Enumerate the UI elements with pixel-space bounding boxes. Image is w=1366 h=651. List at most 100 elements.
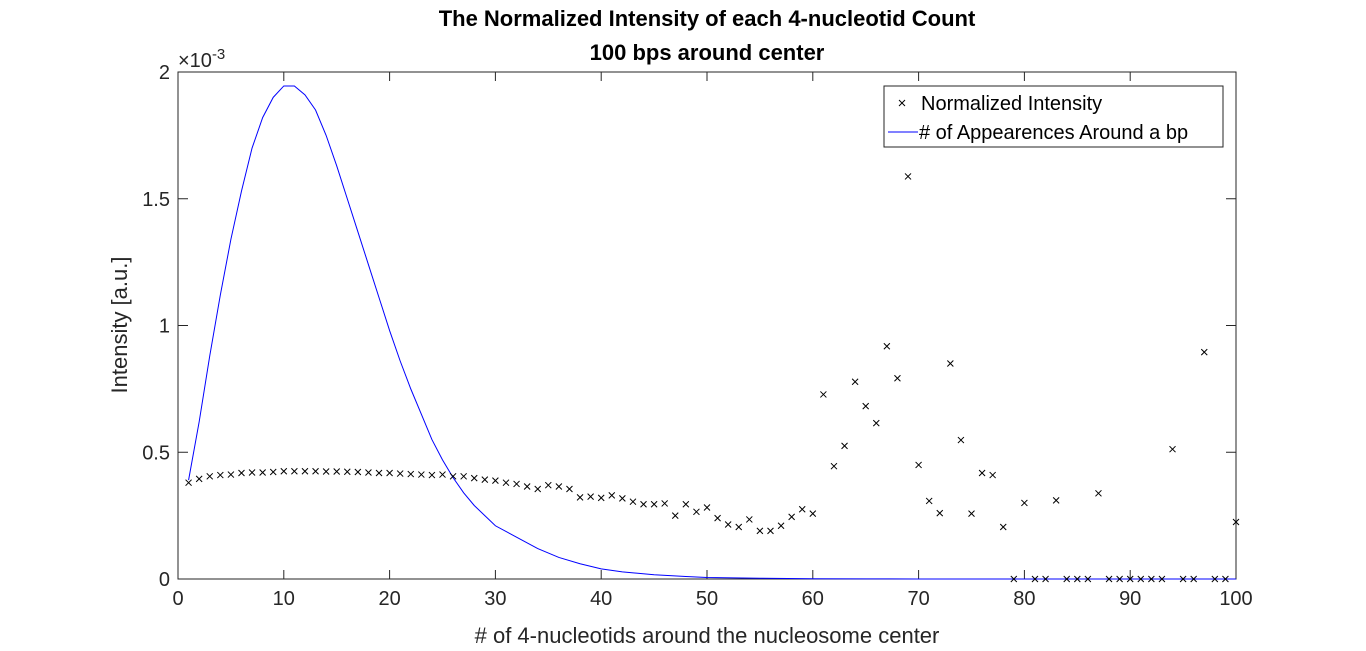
intensity-point [322,468,330,475]
intensity-point [417,471,425,478]
intensity-point [1190,575,1198,583]
intensity-point [1116,575,1123,583]
y-axis-label: Intensity [a.u.] [107,257,132,394]
intensity-point [830,462,838,470]
intensity-point [1052,497,1060,504]
x-tick-label: 90 [1119,588,1141,610]
intensity-point [1169,445,1176,453]
legend: Normalized Intensity # of Appearences Ar… [883,85,1224,148]
intensity-point [576,494,584,501]
intensity-point [301,467,309,475]
x-tick-label: 0 [172,588,183,610]
legend-marker-x [898,99,906,107]
series-appearances-line [188,85,1236,580]
intensity-point [1200,348,1208,356]
intensity-point [968,510,975,517]
intensity-point [555,483,563,490]
y-exponent-base: ×10 [178,50,212,72]
intensity-point [756,527,764,535]
intensity-point [291,467,298,475]
intensity-point [449,472,457,480]
intensity-point [407,470,415,478]
intensity-point [354,468,362,476]
y-tick-label: 2 [159,62,170,84]
intensity-point [216,471,224,479]
y-tick-label: 0.5 [142,442,170,464]
intensity-point [1232,518,1240,526]
chart-title-line-1: The Normalized Intensity of each 4-nucle… [439,6,976,31]
intensity-point [333,468,341,475]
intensity-point [640,500,647,508]
intensity-point [206,472,214,480]
intensity-point [544,481,552,489]
intensity-point [999,523,1007,531]
y-exponent-label: ×10-3 [178,46,225,72]
intensity-point [566,485,573,493]
intensity-point [587,493,594,500]
intensity-point [936,509,944,517]
intensity-point [597,494,605,502]
x-tick-label: 20 [378,588,400,610]
y-tick-label: 0 [159,569,170,591]
intensity-point [259,469,266,476]
intensity-point [820,391,827,398]
intensity-point [1021,499,1028,507]
x-tick-label: 50 [696,588,718,610]
intensity-point [661,500,669,507]
intensity-point [523,483,531,490]
intensity-point [375,469,383,477]
intensity-point [946,360,954,367]
intensity-point [195,475,203,483]
legend-label-normalized-intensity: Normalized Intensity [921,93,1102,115]
intensity-point [343,468,351,476]
intensity-point [502,479,510,487]
intensity-point [851,378,859,386]
intensity-point [619,495,626,502]
x-axis-ticks: 0 10 20 30 40 50 60 70 80 90 100 [172,72,1253,610]
intensity-point [872,419,880,427]
intensity-point [682,500,690,508]
chart-title-line-2: 100 bps around center [590,40,825,65]
x-tick-label: 80 [1013,588,1035,610]
intensity-point [1042,575,1049,583]
intensity-point [809,510,817,517]
intensity-point [185,479,192,487]
x-tick-label: 60 [802,588,824,610]
intensity-point [1010,575,1018,583]
intensity-point [1063,575,1071,583]
legend-label-appearances: # of Appearences Around a bp [919,122,1188,144]
intensity-point [1222,575,1229,583]
intensity-point [1105,575,1113,583]
plot-area [177,71,1237,580]
intensity-point [312,467,319,475]
intensity-point [788,513,795,521]
y-exponent-power: -3 [212,46,225,63]
intensity-point [492,477,499,484]
intensity-point [894,374,901,382]
intensity-point [883,342,891,350]
x-tick-label: 100 [1219,588,1252,610]
intensity-point [428,471,436,479]
intensity-point [745,516,753,523]
intensity-point [989,471,997,479]
intensity-point [248,469,256,476]
intensity-point [957,436,965,444]
x-axis-label: # of 4-nucleotids around the nucleosome … [475,623,940,648]
intensity-point [534,485,542,493]
intensity-point [1073,575,1081,583]
intensity-point [915,461,922,469]
intensity-point [862,402,870,410]
intensity-point [1179,575,1187,583]
intensity-point [1211,575,1219,583]
y-tick-label: 1.5 [142,189,170,211]
x-tick-label: 70 [907,588,929,610]
intensity-point [925,497,933,505]
x-tick-label: 40 [590,588,612,610]
x-tick-label: 30 [484,588,506,610]
intensity-point [671,512,679,519]
intensity-point [396,470,404,477]
intensity-point [439,471,446,478]
intensity-point [777,522,785,530]
intensity-point [608,491,616,499]
